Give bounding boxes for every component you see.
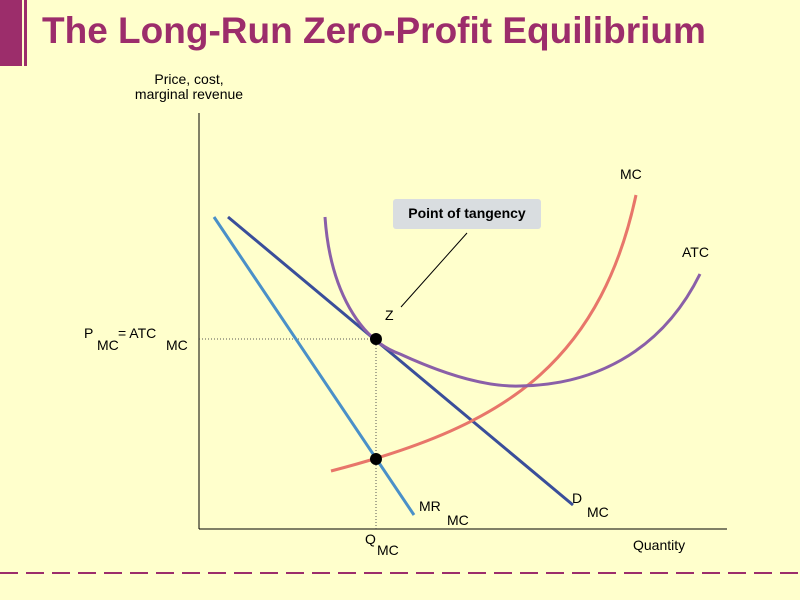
mr-mc-intersection-point: [370, 453, 382, 465]
y-axis-label-line2: marginal revenue: [135, 86, 243, 102]
title-bar: The Long-Run Zero-Profit Equilibrium: [0, 0, 800, 66]
tangency-callout-box: [393, 199, 541, 229]
demand-label: D: [572, 490, 582, 506]
tangency-point: [370, 333, 382, 345]
atc-curve: [323, 216, 702, 388]
title-accent-block: [0, 0, 22, 66]
quantity-label: Q: [365, 531, 376, 547]
mr-label: MR: [419, 498, 441, 514]
demand-label-sub: MC: [587, 504, 609, 520]
price-label: P: [84, 325, 93, 341]
demand-curve: [227, 215, 574, 507]
x-axis-label: Quantity: [633, 537, 685, 553]
tangency-point-label: Z: [385, 307, 394, 323]
quantity-label-sub: MC: [377, 542, 399, 558]
price-eq-sub: MC: [166, 337, 188, 353]
mc-curve: [330, 194, 638, 473]
mc-label: MC: [620, 166, 642, 182]
atc-label: ATC: [682, 244, 709, 260]
mr-label-sub: MC: [447, 512, 469, 528]
y-axis-label-line1: Price, cost,: [154, 71, 223, 87]
price-label-sub: MC: [97, 337, 119, 353]
tangency-callout-pointer: [400, 232, 468, 308]
price-eq-label: = ATC: [118, 325, 156, 341]
title-accent-line: [24, 0, 27, 66]
page-title: The Long-Run Zero-Profit Equilibrium: [42, 10, 706, 51]
mr-curve: [212, 216, 416, 516]
tangency-callout-text: Point of tangency: [408, 205, 526, 221]
